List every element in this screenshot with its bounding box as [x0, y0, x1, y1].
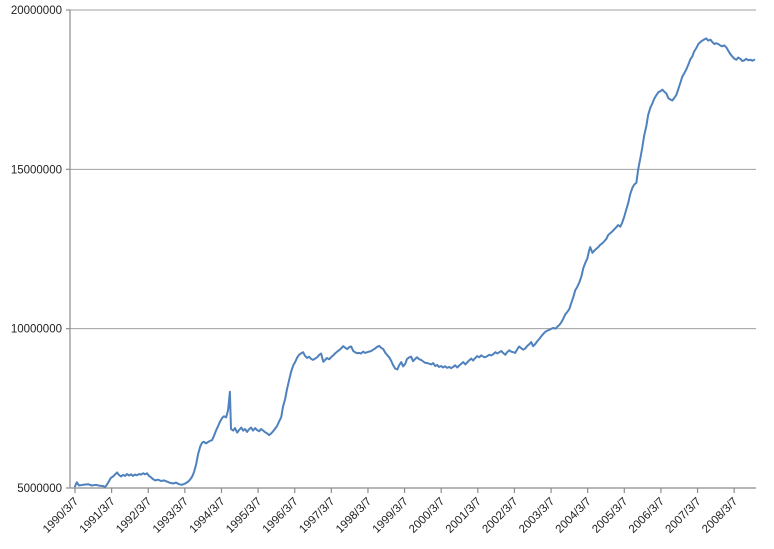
x-axis-tick-label: 1998/3/7 [334, 496, 374, 536]
axis-tick-marks [66, 9, 735, 493]
axes [69, 10, 756, 489]
x-axis-tick-label: 2001/3/7 [444, 496, 484, 536]
x-axis-tick-label: 1994/3/7 [187, 496, 227, 536]
horizontal-gridlines [70, 9, 756, 330]
x-axis-tick-label: 1991/3/7 [78, 496, 118, 536]
x-axis-tick-label: 1997/3/7 [297, 496, 337, 536]
x-axis-tick-label: 2007/3/7 [663, 496, 703, 536]
x-axis-tick-label: 2008/3/7 [700, 496, 740, 536]
y-axis-tick-label: 5000000 [17, 483, 62, 495]
x-axis-tick-label: 1992/3/7 [114, 496, 154, 536]
x-axis-tick-label: 2002/3/7 [480, 496, 520, 536]
y-axis-tick-label: 20000000 [11, 5, 62, 17]
x-axis-tick-label: 2006/3/7 [627, 496, 667, 536]
y-axis-tick-label: 10000000 [11, 324, 62, 336]
x-axis-tick-label: 2005/3/7 [590, 496, 630, 536]
x-axis-tick-label: 1990/3/7 [41, 496, 81, 536]
x-axis-tick-label: 1996/3/7 [261, 496, 301, 536]
x-axis-tick-labels: 1990/3/71991/3/71992/3/71993/3/71994/3/7… [41, 496, 740, 536]
x-axis-tick-label: 1995/3/7 [224, 496, 264, 536]
x-axis-tick-label: 1999/3/7 [371, 496, 411, 536]
x-axis-tick-label: 2004/3/7 [554, 496, 594, 536]
x-axis-tick-label: 2003/3/7 [517, 496, 557, 536]
x-axis-tick-label: 1993/3/7 [151, 496, 191, 536]
x-axis-tick-label: 2000/3/7 [407, 496, 447, 536]
series-line [74, 37, 756, 488]
data-series-line [74, 37, 756, 488]
y-axis-tick-label: 15000000 [11, 164, 62, 176]
y-axis-tick-labels: 20000000 15000000 10000000 5000000 [11, 5, 62, 495]
